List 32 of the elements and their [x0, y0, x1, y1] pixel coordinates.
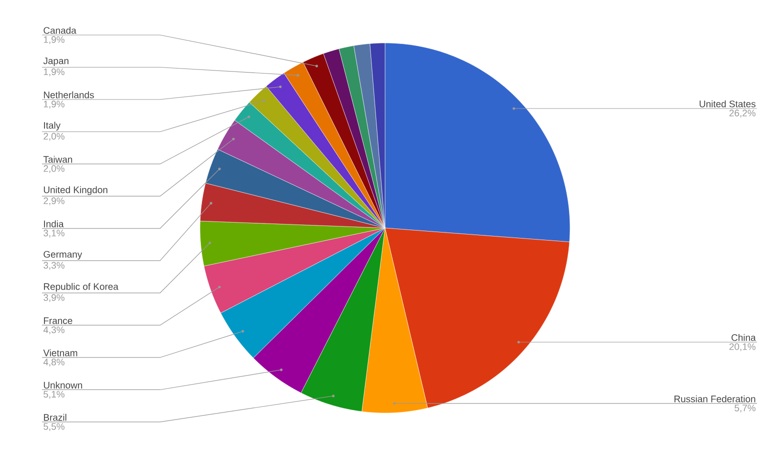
data-label: 2,9% [44, 197, 64, 206]
data-label: 5,5% [44, 423, 64, 431]
data-label: 3,9% [44, 294, 64, 302]
slice-label: United States [700, 100, 756, 108]
data-label: 20,1% [729, 343, 756, 352]
slice-label: United Kingdon [44, 186, 108, 196]
slice-label: Republic of Korea [44, 282, 118, 292]
slice-label: Italy [44, 122, 61, 131]
data-label: 4,8% [43, 358, 64, 367]
data-label: 1,9% [44, 68, 64, 76]
slice-label: China [732, 334, 756, 341]
slice-label: Canada [44, 26, 76, 34]
slice-label: Vietnam [43, 349, 78, 356]
slice-label: Russian Federation [674, 395, 756, 402]
slice-label: Netherlands [44, 91, 94, 98]
slice-label: Taiwan [43, 156, 72, 163]
data-label: 1,9% [44, 100, 64, 109]
slice-label: Germany [44, 250, 82, 260]
slice-label: Brazil [44, 414, 66, 421]
data-label: 5,7% [734, 404, 756, 412]
data-label: 26,2% [729, 110, 756, 118]
data-label: 2,0% [44, 165, 64, 174]
data-label: 5,1% [44, 390, 64, 399]
slice-label: Unknown [44, 382, 82, 389]
slice-label: Japan [43, 58, 68, 66]
slice-label: France [44, 317, 72, 324]
data-label: 3,1% [44, 230, 64, 238]
data-label: 3,3% [44, 262, 64, 270]
data-label: 4,3% [43, 326, 64, 334]
data-label: 1,9% [44, 36, 64, 44]
slice-label: India [44, 220, 64, 228]
data-label: 2,0% [44, 132, 64, 141]
